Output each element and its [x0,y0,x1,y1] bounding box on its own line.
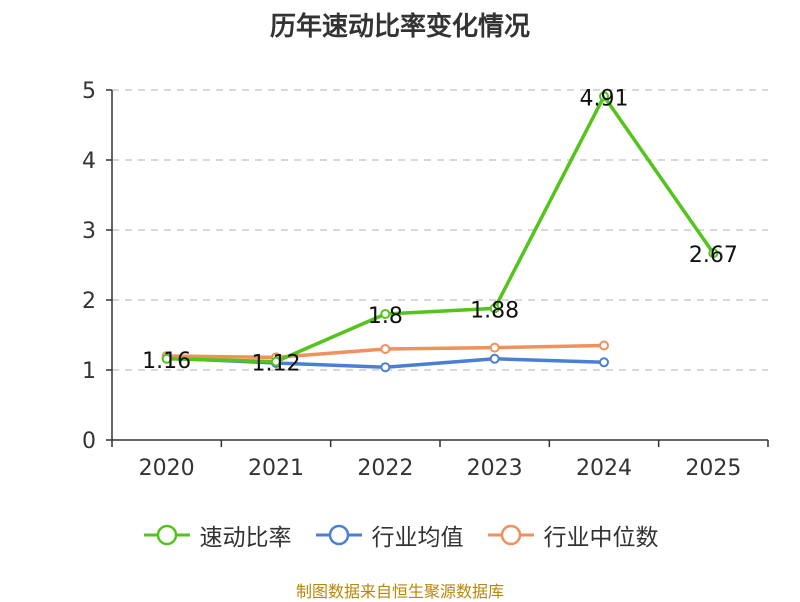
y-tick-label: 5 [82,79,96,104]
y-tick-label: 4 [82,149,96,174]
legend-swatch-icon [143,524,190,546]
series-line [166,94,715,364]
series-layer [161,91,719,373]
data-point [380,344,391,354]
x-tick-label: 2022 [357,456,413,481]
data-label: 1.12 [252,352,301,377]
y-tick-label: 0 [82,429,96,454]
x-tick-label: 2025 [685,456,741,481]
data-point [489,353,500,364]
data-point [380,309,391,319]
data-point [599,340,609,351]
x-tick-label: 2021 [248,456,304,481]
data-point [489,303,500,314]
x-tick-label: 2020 [139,456,195,481]
data-label: 1.16 [142,349,191,374]
legend: 速动比率 行业均值 行业中位数 [0,518,800,552]
data-point [161,353,172,364]
legend-label: 行业中位数 [543,525,659,551]
data-point [489,342,500,353]
data-label: 2.67 [689,243,738,268]
x-tick-label: 2024 [576,456,632,481]
x-tick-label: 2023 [467,456,523,481]
legend-label: 速动比率 [199,525,292,551]
legend-swatch-icon [315,524,362,546]
source-note: 制图数据来自恒生聚源数据库 [295,582,504,601]
data-label: 1.8 [368,304,403,329]
chart-title: 历年速动比率变化情况 [269,12,530,42]
data-label: 4.91 [580,86,629,111]
data-point [599,91,609,102]
data-point [599,357,609,368]
data-label: 1.88 [470,298,519,323]
legend-item[interactable]: 行业均值 [314,518,464,552]
grid-lines [112,89,768,371]
y-tick-label: 3 [82,219,96,244]
axes: 0 1 2 3 4 5 2020 2021 2022 2023 2024 2025 [82,79,769,481]
legend-item[interactable]: 行业中位数 [486,518,659,552]
data-labels: 1.16 1.12 1.8 1.88 4.91 2.67 [142,86,738,376]
data-point [708,248,719,259]
legend-label: 行业均值 [371,525,464,551]
y-tick-label: 2 [82,289,96,314]
legend-swatch-icon [487,524,534,546]
data-point [271,356,281,367]
y-tick-label: 1 [82,359,96,384]
legend-item[interactable]: 速动比率 [142,518,292,552]
data-point [380,362,391,373]
